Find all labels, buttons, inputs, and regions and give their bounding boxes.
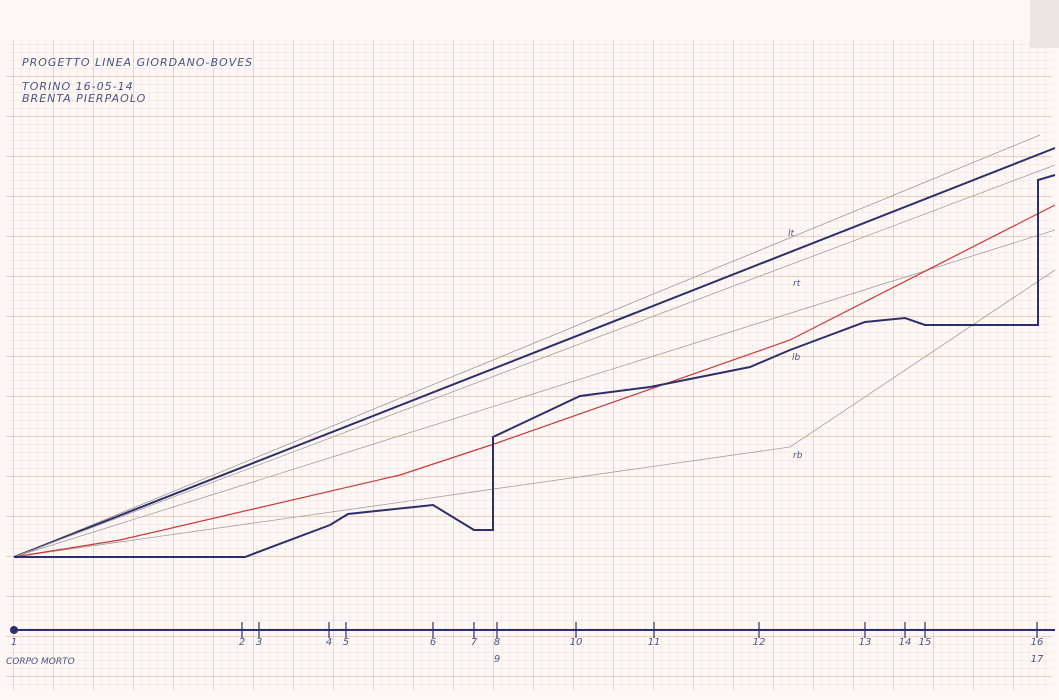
line-label: rt: [793, 279, 801, 289]
station-label: 17: [1031, 654, 1044, 665]
line-label: lb: [792, 353, 801, 363]
graph-paper: PROGETTO LINEA GIORDANO-BOVES TORINO 16-…: [0, 0, 1059, 700]
line-label: rb: [793, 451, 803, 461]
station-label: 2: [239, 637, 245, 648]
station-label: 7: [471, 637, 478, 648]
origin-point: [10, 626, 18, 634]
station-label: 16: [1031, 637, 1044, 648]
station-label: 14: [899, 637, 912, 648]
station-label: 13: [859, 637, 872, 648]
station-label: 10: [570, 637, 583, 648]
station-label: 12: [753, 637, 766, 648]
station-label: 15: [919, 637, 932, 648]
station-label: 6: [430, 637, 436, 648]
station-label: 9: [494, 654, 500, 665]
header-title: PROGETTO LINEA GIORDANO-BOVES: [22, 56, 253, 69]
station-label: 8: [494, 637, 500, 648]
station-label: 1: [11, 637, 17, 648]
grid: [6, 40, 1052, 690]
line-label: lt: [788, 229, 795, 239]
body: PROGETTO LINEA GIORDANO-BOVES TORINO 16-…: [0, 0, 1059, 700]
header-author: BRENTA PIERPAOLO: [22, 92, 146, 105]
station-label: 3: [256, 637, 262, 648]
station-label: 4: [326, 637, 332, 648]
paper-tab: [1030, 0, 1059, 48]
station-label: 5: [343, 637, 349, 648]
station-label: 11: [648, 637, 661, 648]
page: Progetto linea {"header": {"lines": ["PR…: [0, 0, 1059, 700]
origin-note: CORPO MORTO: [6, 657, 75, 667]
